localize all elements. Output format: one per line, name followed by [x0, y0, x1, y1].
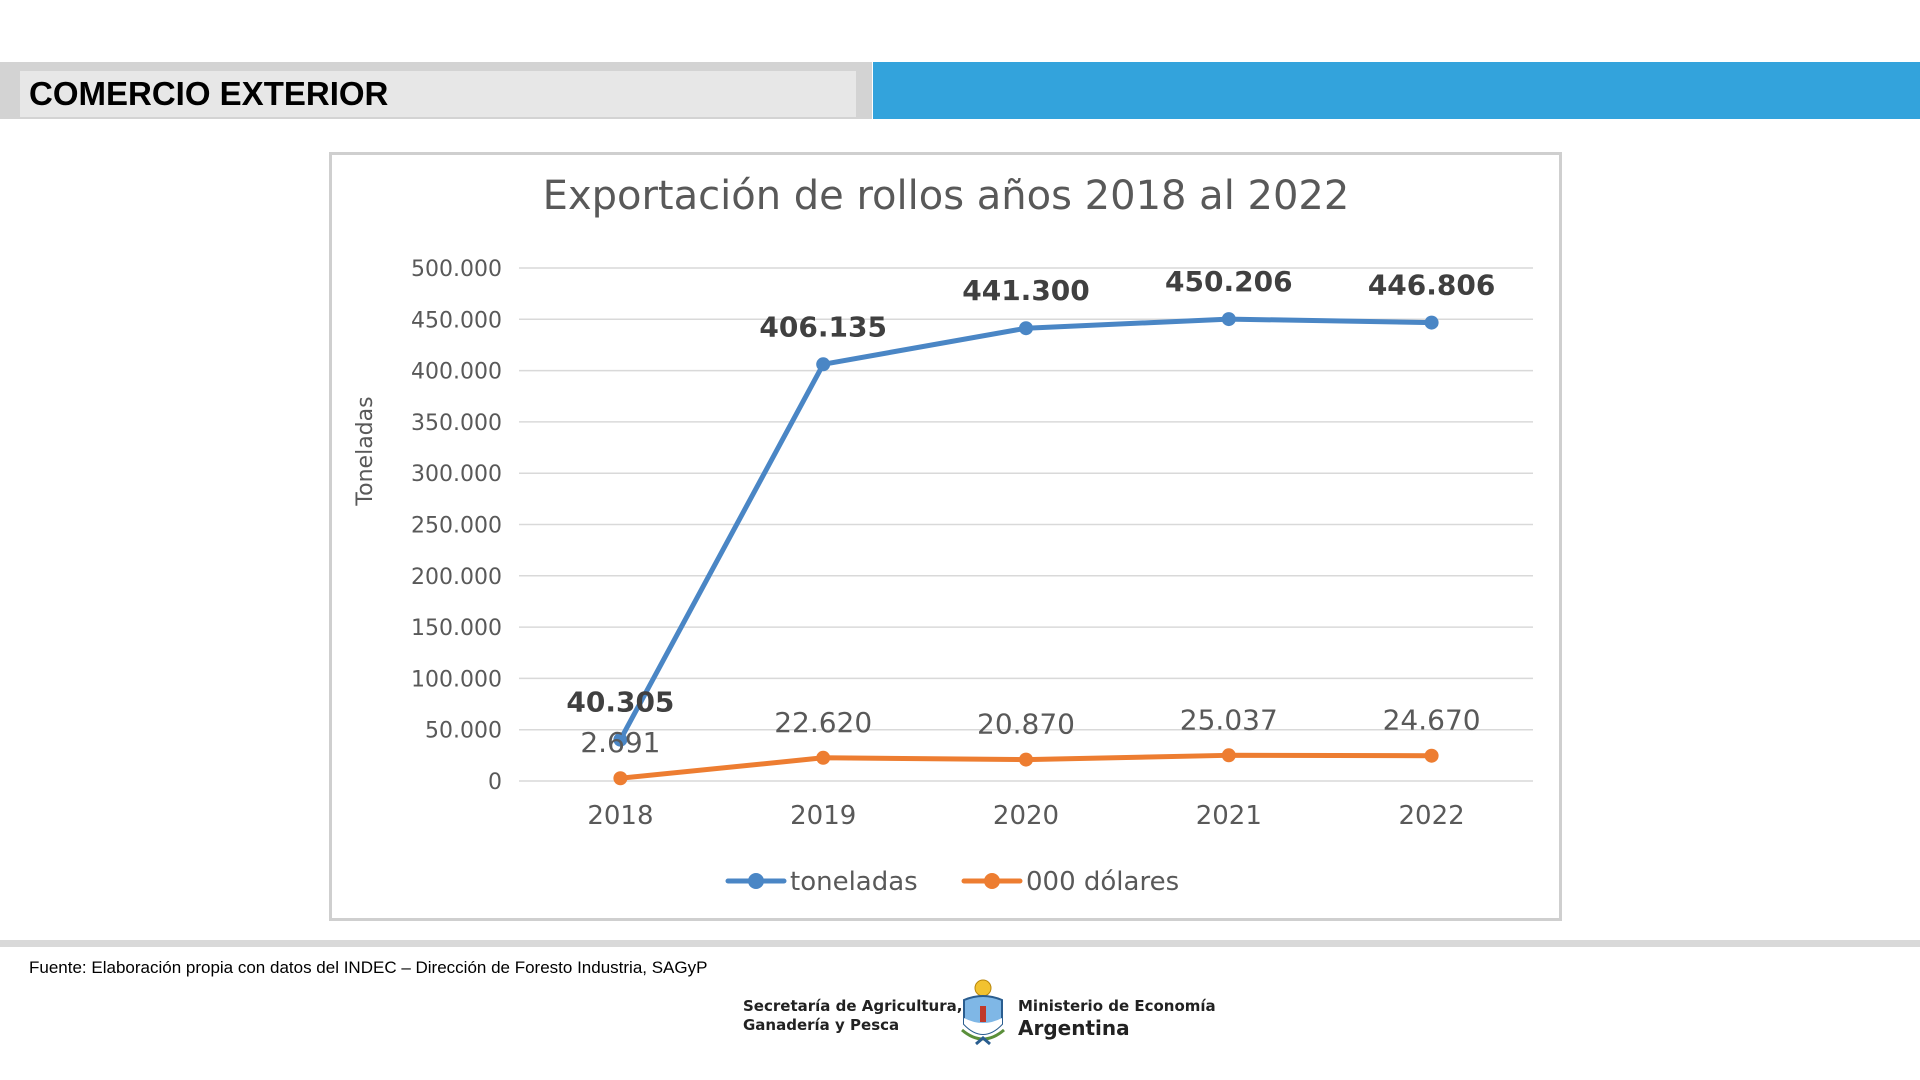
data-point — [1019, 752, 1033, 767]
header-bar-light — [20, 71, 856, 117]
y-tick-label: 0 — [488, 770, 502, 795]
series-line-1 — [617, 316, 1435, 743]
chart-svg: Exportación de rollos años 2018 al 2022 T… — [353, 173, 1533, 897]
y-tick-label: 100.000 — [411, 667, 502, 692]
y-tick-label: 500.000 — [411, 257, 502, 282]
legend-marker-1 — [748, 873, 764, 889]
y-tick-label: 250.000 — [411, 514, 502, 539]
data-point — [613, 732, 628, 747]
x-tick-label: 2019 — [790, 801, 856, 831]
economy-ministry-logo: Ministerio de Economía Argentina — [1018, 997, 1216, 1041]
y-tick-label: 50.000 — [425, 719, 502, 744]
ministry-logo-line1: Ministerio de Economía — [1018, 997, 1216, 1015]
data-label: 25.037 — [1180, 703, 1278, 736]
data-point — [1424, 748, 1439, 763]
chart-title: Exportación de rollos años 2018 al 2022 — [543, 173, 1350, 219]
legend-marker-2 — [984, 873, 1000, 889]
data-label: 22.620 — [774, 706, 872, 739]
data-label: 40.305 — [566, 686, 674, 719]
y-tick-label: 150.000 — [411, 616, 502, 641]
ministry-logo-line2: Argentina — [1018, 1016, 1130, 1040]
data-point — [816, 750, 831, 765]
agriculture-secretariat-logo: Secretaría de Agricultura, Ganadería y P… — [743, 997, 962, 1035]
data-label: 2.691 — [580, 726, 660, 759]
data-point — [1019, 321, 1033, 336]
y-tick-label: 300.000 — [411, 462, 502, 487]
data-point — [1424, 315, 1439, 330]
x-tick-label: 2022 — [1399, 801, 1465, 831]
argentina-coat-of-arms-icon — [961, 979, 1005, 1046]
data-label: 450.206 — [1165, 265, 1293, 298]
y-tick-label: 450.000 — [411, 308, 502, 333]
x-tick-label: 2020 — [993, 801, 1059, 831]
chart-frame: Exportación de rollos años 2018 al 2022 T… — [329, 152, 1562, 921]
section-title: COMERCIO EXTERIOR — [29, 75, 389, 112]
y-tick-label: 200.000 — [411, 565, 502, 590]
data-point — [816, 357, 831, 372]
x-tick-label: 2018 — [587, 801, 653, 831]
data-label: 24.670 — [1383, 704, 1481, 737]
agriculture-logo-line1: Secretaría de Agricultura, — [743, 997, 963, 1015]
y-tick-label: 350.000 — [411, 411, 502, 436]
agriculture-logo-line2: Ganadería y Pesca — [743, 1016, 900, 1034]
data-point — [1221, 748, 1236, 763]
x-tick-label: 2021 — [1196, 801, 1262, 831]
y-axis-label: Toneladas — [353, 396, 378, 506]
data-label: 406.135 — [759, 310, 887, 343]
legend-label-1: toneladas — [790, 867, 918, 897]
data-label: 446.806 — [1368, 269, 1496, 302]
y-tick-label: 400.000 — [411, 360, 502, 385]
data-point — [1221, 312, 1236, 327]
header-accent-bar — [873, 62, 1920, 119]
data-label: 20.870 — [977, 708, 1075, 741]
data-label: 441.300 — [962, 274, 1090, 307]
legend-label-2: 000 dólares — [1026, 867, 1179, 897]
footer-divider — [0, 940, 1920, 947]
source-note: Fuente: Elaboración propia con datos del… — [29, 958, 708, 977]
data-point — [613, 771, 628, 786]
